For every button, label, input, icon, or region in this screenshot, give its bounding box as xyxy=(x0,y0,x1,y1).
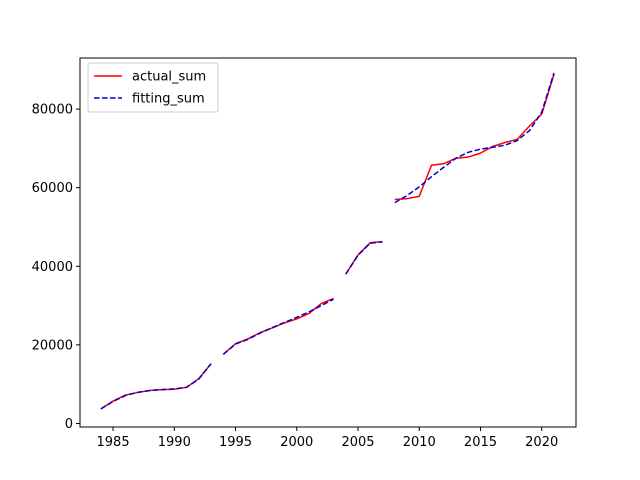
axes-frame xyxy=(79,57,577,428)
series-line-actual-sum-segment-4 xyxy=(394,74,555,201)
series-line-fitting-sum-segment-4 xyxy=(394,72,555,204)
y-tick-label: 20000 xyxy=(32,338,73,353)
series-line-actual-sum-segment-2 xyxy=(222,297,334,355)
x-axis-ticks: 1985 1990 1995 2000 2005 2010 2015 2020 xyxy=(97,427,558,450)
x-tick-label: 1990 xyxy=(158,435,191,450)
y-tick-label: 40000 xyxy=(32,260,73,275)
y-tick-label: 60000 xyxy=(32,181,73,196)
legend-label-actual-sum: actual_sum xyxy=(132,70,206,85)
legend: actual_sum fitting_sum xyxy=(87,62,219,113)
series-line-fitting-sum-segment-1 xyxy=(100,363,212,410)
series-line-actual-sum-segment-1 xyxy=(100,363,212,410)
y-tick-label: 80000 xyxy=(32,103,73,118)
x-tick-label: 2000 xyxy=(280,435,313,450)
series-line-fitting-sum-segment-3 xyxy=(345,241,383,275)
y-axis-ticks: 0 20000 40000 60000 80000 xyxy=(32,103,80,432)
x-tick-label: 2015 xyxy=(464,435,497,450)
legend-label-fitting-sum: fitting_sum xyxy=(132,92,205,107)
series-line-actual-sum-segment-3 xyxy=(345,240,383,275)
x-tick-label: 2005 xyxy=(341,435,374,450)
series-line-fitting-sum-segment-2 xyxy=(222,298,334,355)
y-tick-label: 0 xyxy=(65,417,73,432)
x-tick-label: 1985 xyxy=(97,435,130,450)
plot-lines xyxy=(100,72,555,410)
x-tick-label: 1995 xyxy=(219,435,252,450)
x-tick-label: 2010 xyxy=(403,435,436,450)
x-tick-label: 2020 xyxy=(525,435,558,450)
